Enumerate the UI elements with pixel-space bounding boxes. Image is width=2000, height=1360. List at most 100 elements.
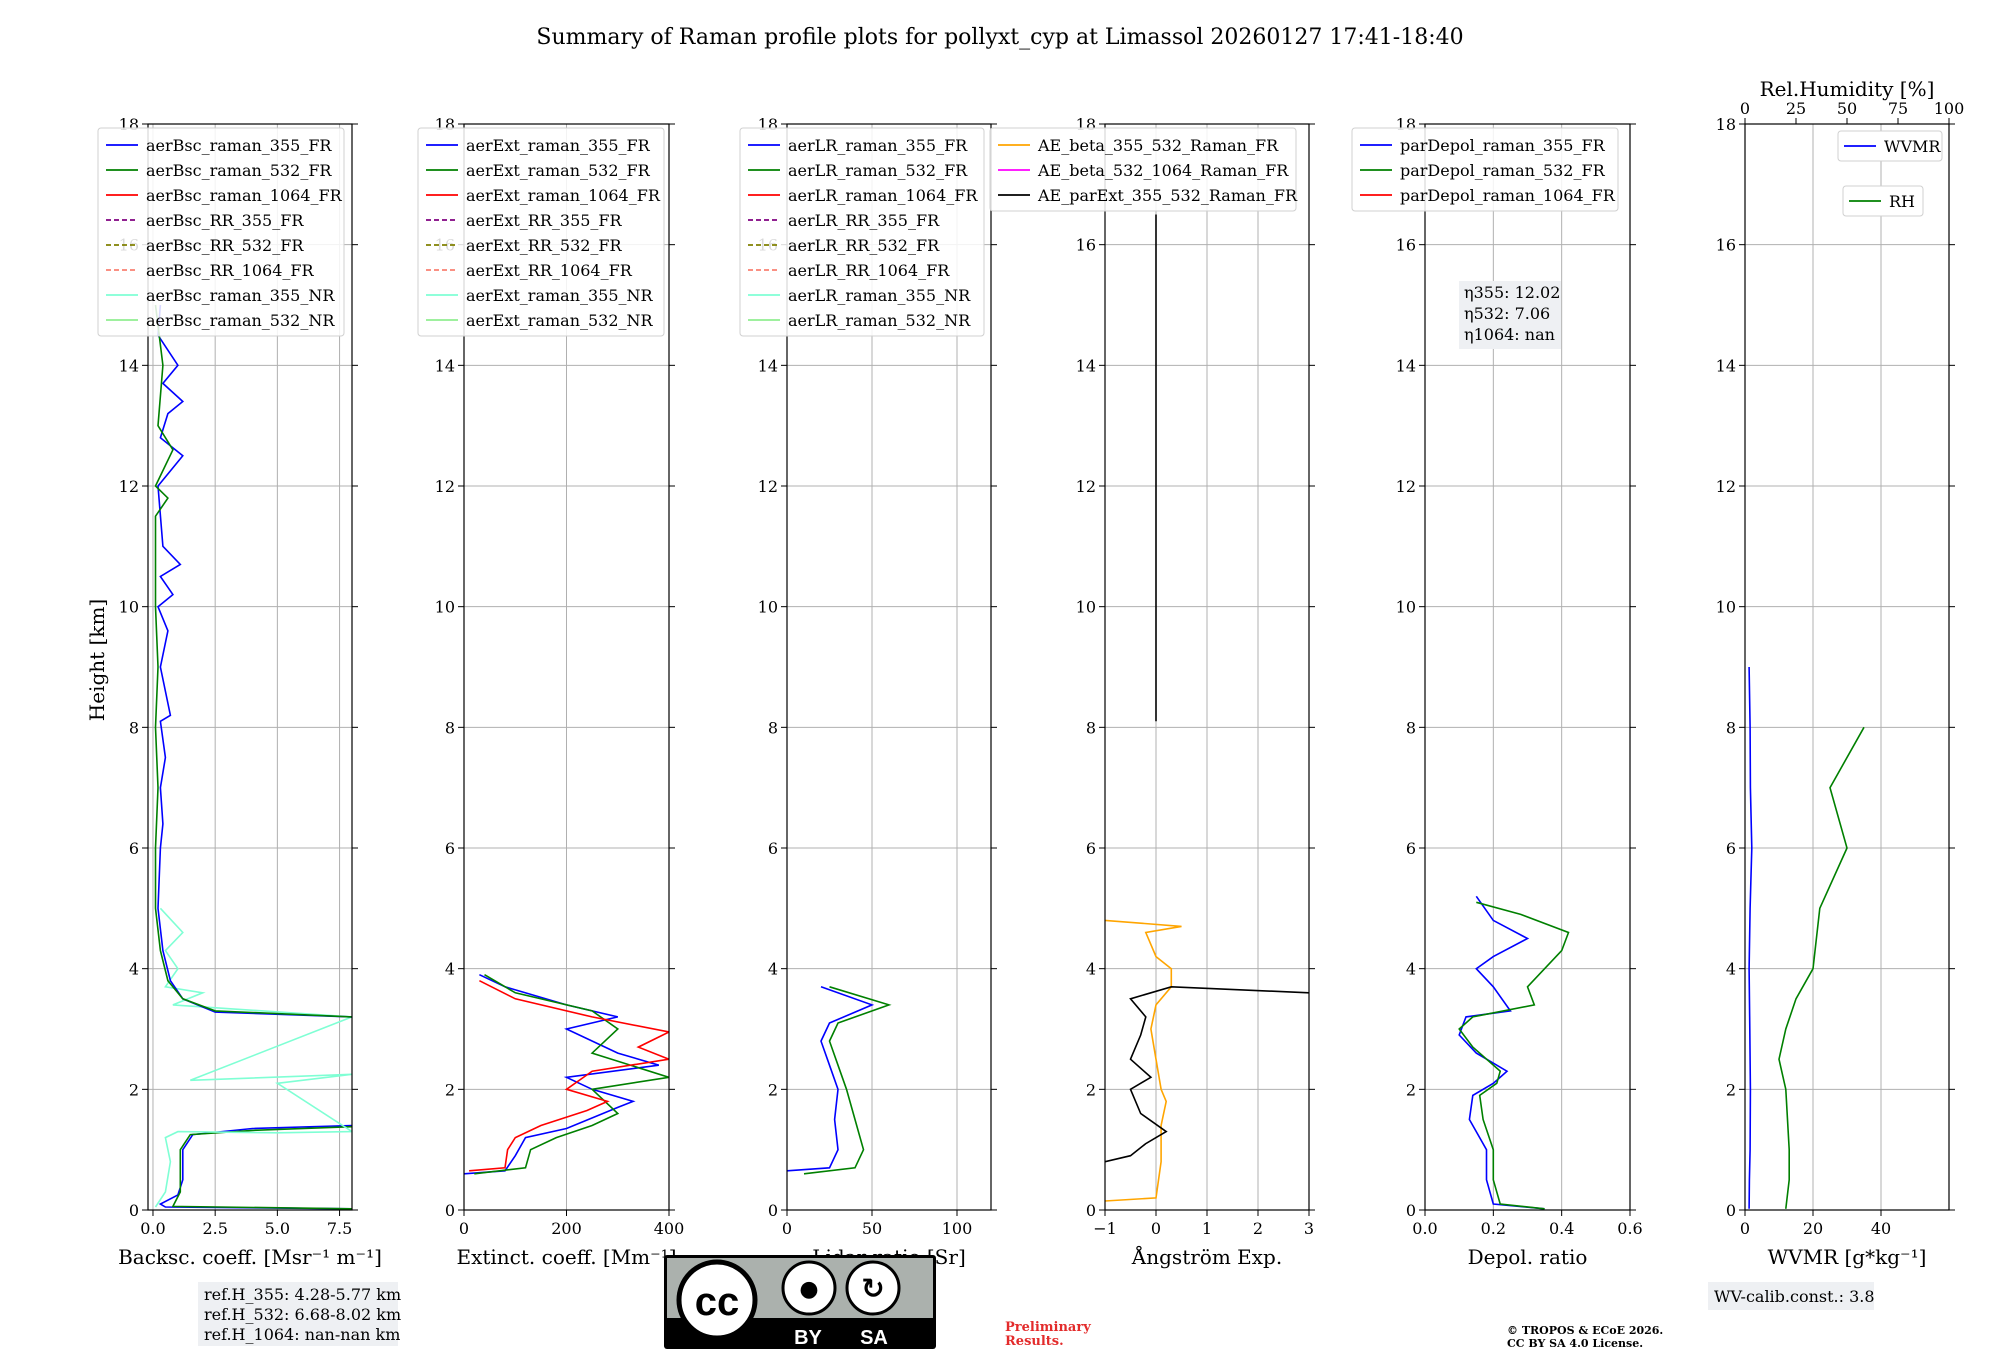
cc-license-badge: cc ● ↻ BY SA — [664, 1255, 936, 1349]
legend-label: aerBsc_RR_532_FR — [146, 236, 304, 255]
legend-box — [1837, 130, 1943, 162]
y-tick-label: 12 — [1076, 477, 1096, 496]
x-tick-label: 2.5 — [202, 1219, 227, 1238]
legend-bsc: aerBsc_raman_355_FR aerBsc_raman_532_FRae… — [97, 127, 345, 337]
series-line-AE_beta_355_532_Raman_FR — [1105, 919, 1182, 1202]
copyright-line-1: © TROPOS & ECoE 2026. — [1507, 1324, 1663, 1337]
y-tick-label: 0 — [768, 1201, 778, 1220]
y-tick-label: 12 — [1716, 477, 1736, 496]
legend-label: WVMR — [1884, 137, 1941, 156]
legend-label: aerLR_raman_355_FR — [788, 136, 968, 155]
x-tick-label: 0.2 — [1481, 1219, 1506, 1238]
y-tick-label: 10 — [758, 598, 778, 617]
legend-label: aerBsc_raman_1064_FR — [146, 186, 343, 205]
x-tick-label: 0.6 — [1617, 1219, 1642, 1238]
legend-label: aerExt_raman_355_FR — [466, 136, 651, 155]
x-tick-label: 1 — [1202, 1219, 1212, 1238]
y-tick-label: 2 — [1726, 1080, 1736, 1099]
sa-label: SA — [860, 1327, 888, 1349]
y-tick-label: 10 — [435, 598, 455, 617]
plot-frame — [1744, 123, 1950, 1211]
series-line-aerBsc_raman_355_FR_upper — [157, 304, 352, 1018]
legend-label: aerExt_raman_1064_FR — [466, 186, 661, 205]
annotation-line: ref.H_1064: nan-nan km — [204, 1325, 400, 1344]
legend-label: aerLR_raman_355_NR — [788, 286, 971, 305]
annotation-wv: WV-calib.const.: 3.8 — [1708, 1282, 1875, 1310]
y-tick-label: 6 — [129, 839, 139, 858]
cc-logo-icon — [676, 1259, 758, 1341]
series-line-aerBsc_raman_355_FR — [158, 1124, 352, 1210]
annotation-line: ref.H_532: 6.68-8.02 km — [204, 1305, 401, 1324]
annotation-line: η1064: nan — [1464, 325, 1555, 344]
annotation-line: WV-calib.const.: 3.8 — [1714, 1287, 1875, 1306]
y-tick-label: 2 — [129, 1080, 139, 1099]
x-tick-label: 2 — [1253, 1219, 1263, 1238]
legend-label: aerBsc_raman_532_FR — [146, 161, 332, 180]
legend-label: parDepol_raman_532_FR — [1400, 161, 1606, 180]
y-tick-label: 14 — [435, 356, 455, 375]
preliminary-line-1: Preliminary — [1005, 1320, 1091, 1335]
y-tick-label: 16 — [1076, 236, 1096, 255]
x2-tick-label: 0 — [1740, 99, 1750, 118]
x2-tick-label: 25 — [1786, 99, 1806, 118]
series-line-WVMR — [1748, 666, 1753, 1209]
by-label: BY — [794, 1327, 822, 1349]
y-tick-label: 14 — [1076, 356, 1096, 375]
legend-label: aerLR_raman_532_FR — [788, 161, 968, 180]
legend-box — [417, 127, 665, 337]
x-tick-label: 400 — [654, 1219, 685, 1238]
legend-label: aerLR_RR_1064_FR — [788, 261, 950, 280]
y-tick-label: 0 — [1406, 1201, 1416, 1220]
y-tick-label: 4 — [1406, 960, 1416, 979]
series-line-aerExt_raman_1064_FR — [469, 979, 669, 1172]
y-tick-label: 8 — [129, 718, 139, 737]
legend-box — [1351, 127, 1619, 212]
y-tick-label: 8 — [1726, 718, 1736, 737]
y-tick-label: 12 — [1396, 477, 1416, 496]
y-tick-label: 4 — [445, 960, 455, 979]
y-tick-label: 10 — [1396, 598, 1416, 617]
x-tick-label: 20 — [1803, 1219, 1823, 1238]
y-tick-label: 6 — [445, 839, 455, 858]
cc-logo-text: cc — [695, 1280, 740, 1324]
y-tick-label: 6 — [1726, 839, 1736, 858]
panel-ext: 0246810121416180200400Extinct. coeff. [M… — [417, 115, 685, 1269]
legend-label: aerExt_RR_532_FR — [466, 236, 623, 255]
x-tick-label: 0 — [1740, 1219, 1750, 1238]
y-tick-label: 14 — [1716, 356, 1736, 375]
y-tick-label: 4 — [1086, 960, 1096, 979]
series-line-RH — [1778, 726, 1865, 1209]
x-tick-label: 0 — [1151, 1219, 1161, 1238]
legend-label: parDepol_raman_355_FR — [1400, 136, 1606, 155]
legend-depol: parDepol_raman_355_FR parDepol_raman_532_… — [1351, 127, 1619, 212]
series-line-aerBsc_raman_532_FR_upper — [154, 304, 352, 1018]
annotation-line: η355: 12.02 — [1464, 283, 1560, 302]
legend-box — [989, 127, 1297, 212]
legend-label: AE_beta_532_1064_Raman_FR — [1037, 161, 1289, 180]
y-tick-label: 14 — [119, 356, 139, 375]
y-tick-label: 18 — [1716, 115, 1736, 134]
x2-tick-label: 50 — [1837, 99, 1857, 118]
x-tick-label: 7.5 — [327, 1219, 352, 1238]
y-tick-label: 2 — [1406, 1080, 1416, 1099]
y-tick-label: 0 — [445, 1201, 455, 1220]
legend-label: AE_parExt_355_532_Raman_FR — [1037, 186, 1298, 205]
legend-rh: RH — [1842, 185, 1924, 217]
x-tick-label: 100 — [942, 1219, 973, 1238]
series-group — [1748, 666, 1865, 1209]
legend-label: aerBsc_RR_1064_FR — [146, 261, 315, 280]
x-tick-label: 5.0 — [265, 1219, 290, 1238]
y-tick-label: 8 — [1086, 718, 1096, 737]
x-tick-label: 0.0 — [140, 1219, 165, 1238]
y-tick-label: 2 — [445, 1080, 455, 1099]
legend-label: aerLR_raman_1064_FR — [788, 186, 978, 205]
legend-box — [1842, 185, 1924, 217]
x-tick-label: 3 — [1304, 1219, 1314, 1238]
panel-lr: 024681012141618050100Lidar ratio [Sr]aer… — [739, 115, 997, 1269]
x-axis-label: Backsc. coeff. [Msr⁻¹ m⁻¹] — [118, 1245, 382, 1269]
series-line-aerLR_raman_532_FR — [803, 986, 892, 1175]
legend-label: aerExt_raman_532_NR — [466, 311, 654, 330]
series-group — [154, 304, 352, 1210]
series-line-parDepol_raman_532_FR — [1458, 901, 1570, 1210]
